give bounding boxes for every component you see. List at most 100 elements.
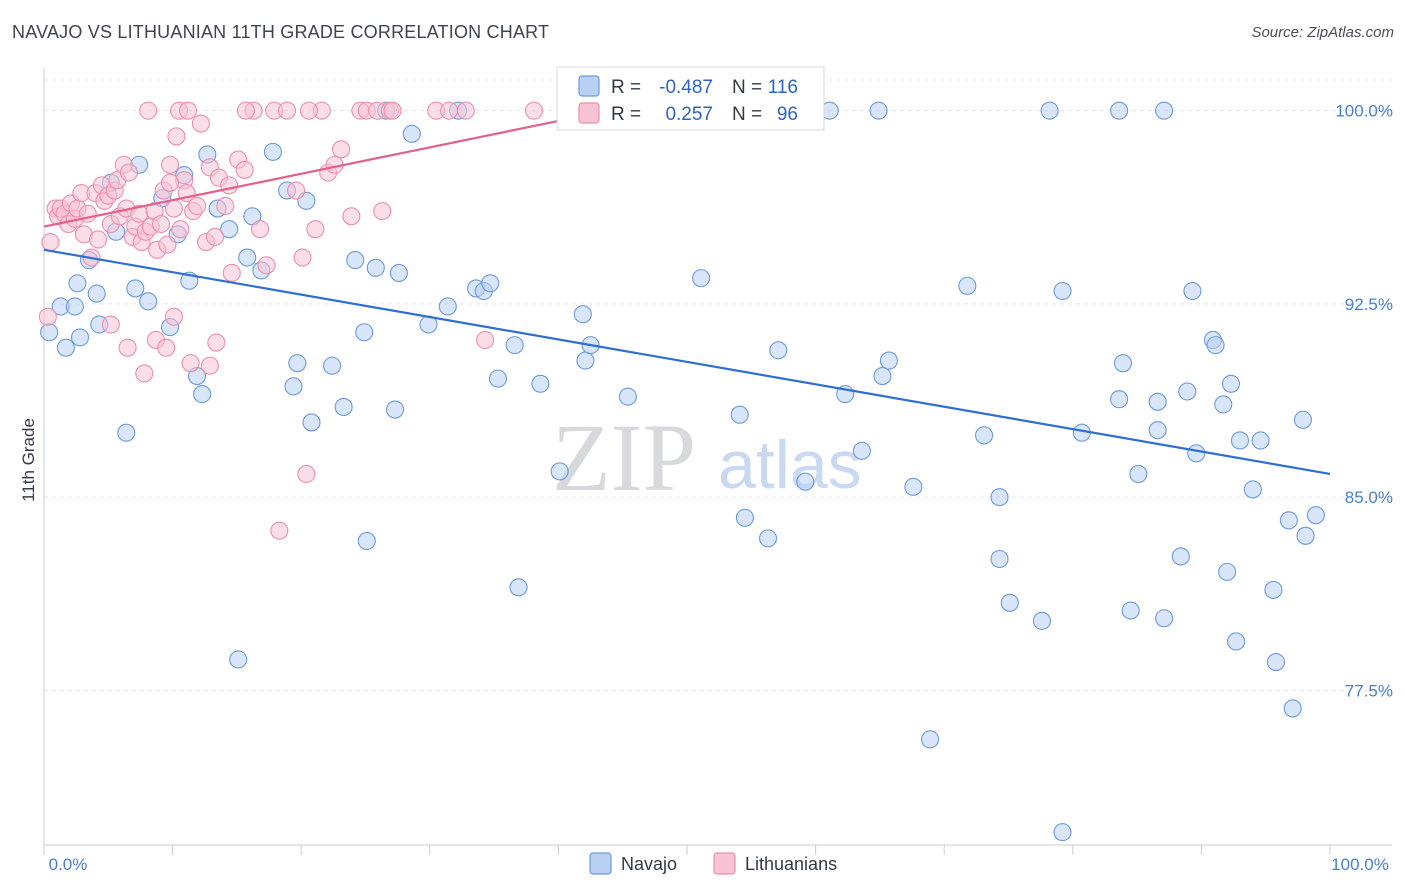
navajo-point [302, 413, 321, 432]
lithuanian-point [139, 101, 158, 120]
trend-lines [43, 119, 1331, 476]
navajo-point [1264, 580, 1283, 599]
navajo-point [87, 284, 106, 303]
navajo-point [1218, 562, 1237, 581]
lithuanian-point [250, 220, 270, 239]
lithuanian-trend-line [43, 119, 559, 228]
lithuanian-point [235, 160, 254, 179]
navajo-point [1148, 392, 1167, 411]
lithuanian-point [135, 364, 154, 383]
watermark: ZIP atlas [552, 404, 862, 511]
legend-n-label-navajo: N = [732, 77, 762, 98]
lithuanian-point [220, 176, 239, 195]
lithuanian-points [38, 101, 544, 540]
legend-n-value-navajo: 116 [768, 77, 798, 98]
lithuanian-point [297, 464, 316, 484]
navajo-point [904, 477, 923, 496]
series-legend-swatch-navajo [589, 852, 612, 875]
lithuanian-point [257, 256, 276, 275]
watermark-atlas: atlas [718, 427, 862, 503]
lithuanian-point [440, 101, 459, 120]
navajo-point [1230, 431, 1250, 450]
y-tick-label: 100.0% [1335, 102, 1393, 121]
navajo-point [346, 251, 365, 270]
navajo-point [438, 297, 457, 316]
lithuanian-point [270, 521, 289, 540]
navajo-point [509, 578, 528, 597]
navajo-point [193, 385, 212, 404]
navajo-point [1187, 444, 1206, 463]
navajo-point [288, 354, 307, 373]
navajo-point [1155, 101, 1174, 120]
lithuanian-point [171, 220, 190, 239]
navajo-point [1110, 101, 1129, 120]
legend-swatch-lithuanian [578, 102, 600, 124]
navajo-point [366, 258, 385, 277]
lithuanian-point [118, 338, 137, 357]
navajo-point [488, 369, 508, 388]
navajo-point [1266, 653, 1286, 672]
lithuanian-point [181, 354, 200, 373]
navajo-point [1053, 281, 1072, 301]
y-axis-title: 11th Grade [19, 418, 38, 502]
navajo-point [758, 529, 778, 548]
legend-r-value-navajo: -0.487 [659, 77, 713, 98]
navajo-point [1214, 395, 1233, 414]
navajo-point [1040, 101, 1059, 120]
legend-n-label-lithuanian: N = [732, 104, 762, 125]
navajo-point [229, 650, 248, 669]
navajo-point [68, 274, 87, 293]
navajo-point [139, 292, 158, 311]
lithuanian-point [456, 101, 475, 120]
legend-n-value-lithuanian: 96 [777, 104, 798, 125]
navajo-point [1243, 480, 1262, 499]
lithuanian-point [216, 196, 235, 216]
navajo-point [869, 101, 888, 120]
lithuanian-point [524, 101, 544, 120]
navajo-point [284, 377, 303, 396]
navajo-point [263, 142, 282, 161]
series-legend-label-navajo: Navajo [621, 854, 677, 874]
lithuanian-point [178, 101, 198, 120]
navajo-point [70, 328, 90, 347]
navajo-point [238, 248, 257, 267]
lithuanian-point [158, 235, 177, 254]
navajo-point [1283, 699, 1302, 718]
lithuanian-point [205, 227, 225, 246]
lithuanian-point [332, 140, 351, 159]
navajo-point [505, 336, 524, 355]
lithuanian-point [164, 199, 183, 218]
navajo-point [40, 323, 59, 342]
lithuanian-point [293, 248, 312, 267]
legend-swatch-navajo [578, 75, 600, 97]
navajo-point [1000, 593, 1019, 612]
lithuanian-point [287, 181, 306, 200]
lithuanian-point [164, 307, 183, 326]
lithuanian-point [160, 155, 180, 174]
lithuanian-point [299, 101, 318, 120]
navajo-point [355, 323, 374, 342]
navajo-point [1296, 526, 1315, 545]
navajo-point [323, 356, 342, 375]
navajo-point [481, 274, 500, 293]
y-tick-label: 77.5% [1345, 681, 1393, 700]
lithuanian-point [119, 163, 138, 182]
lithuanian-point [383, 101, 402, 120]
y-tick-label: 85.0% [1345, 488, 1393, 507]
lithuanian-point [222, 263, 241, 283]
lithuanian-point [191, 114, 210, 133]
navajo-point [1279, 511, 1298, 530]
navajo-point [220, 220, 239, 239]
navajo-point [65, 297, 84, 316]
navajo-point [958, 276, 977, 295]
navajo-point [1306, 506, 1325, 525]
lithuanian-point [306, 220, 325, 239]
lithuanian-point [41, 233, 60, 252]
lithuanian-point [476, 330, 495, 350]
navajo-point [531, 374, 550, 393]
navajo-point [618, 387, 637, 406]
navajo-point [1113, 354, 1133, 373]
navajo-point [735, 508, 754, 527]
lithuanian-point [207, 333, 226, 352]
